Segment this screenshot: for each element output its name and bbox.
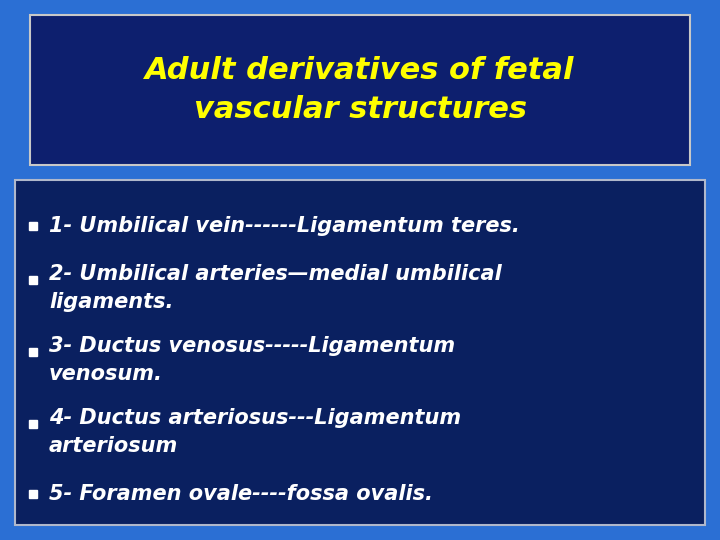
Bar (30, 15, 690, 165)
Text: 2- Umbilical arteries—medial umbilical: 2- Umbilical arteries—medial umbilical (49, 264, 502, 284)
Text: Adult derivatives of fetal
vascular structures: Adult derivatives of fetal vascular stru… (145, 56, 575, 124)
Text: 1- Umbilical vein------Ligamentum teres.: 1- Umbilical vein------Ligamentum teres. (49, 216, 520, 236)
Text: 5- Foramen ovale----fossa ovalis.: 5- Foramen ovale----fossa ovalis. (49, 484, 433, 504)
Text: venosum.: venosum. (49, 364, 163, 384)
Text: ligaments.: ligaments. (49, 292, 174, 312)
Bar (15, 180, 705, 525)
Text: arteriosum: arteriosum (49, 436, 179, 456)
Text: 4- Ductus arteriosus---Ligamentum: 4- Ductus arteriosus---Ligamentum (49, 408, 461, 428)
Text: 3- Ductus venosus-----Ligamentum: 3- Ductus venosus-----Ligamentum (49, 336, 455, 356)
